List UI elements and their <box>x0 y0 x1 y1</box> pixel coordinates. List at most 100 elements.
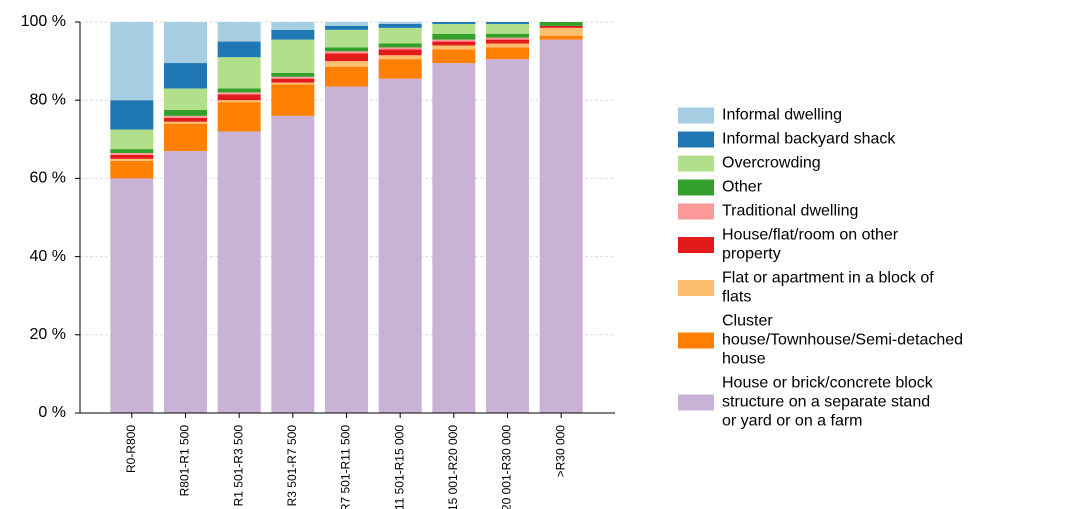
bar-segment <box>110 100 154 130</box>
bar-segment <box>217 100 261 103</box>
bar-segment <box>378 23 422 28</box>
bar-segment <box>378 59 422 79</box>
y-tick-label: 20 % <box>30 326 66 343</box>
bar-segment <box>164 151 207 413</box>
bar-segment <box>432 39 476 42</box>
bar-segment <box>432 41 476 46</box>
y-tick-label: 60 % <box>30 170 66 187</box>
bar-segment <box>164 117 207 122</box>
bar-segment <box>378 27 422 44</box>
bar-segment <box>271 78 315 83</box>
bar-segment <box>217 22 261 42</box>
bar-segment <box>271 84 315 116</box>
x-tick-label: R20 001-R30 000 <box>500 425 514 509</box>
legend-label: House/flat/room on other property <box>722 227 899 263</box>
legend-label: Flat or apartment in a block of flats <box>722 270 934 306</box>
y-tick-label: 100 % <box>21 13 66 30</box>
legend-swatch <box>678 203 714 220</box>
bar-segment <box>378 43 422 48</box>
legend-swatch <box>678 237 714 253</box>
legend-label: House or brick/concrete block structure o… <box>722 375 934 430</box>
x-tick-label: R1 501-R3 500 <box>231 425 245 507</box>
bar-segment <box>432 63 476 414</box>
bar-segment <box>217 88 261 93</box>
bar-segment <box>432 33 476 40</box>
legend-swatch <box>678 280 714 296</box>
legend-label: Overcrowding <box>722 155 821 172</box>
bar-segment <box>539 35 583 40</box>
bar-segment <box>486 22 529 24</box>
bar-segment <box>539 22 583 26</box>
bar-segment <box>271 76 315 79</box>
bar-segment <box>325 25 368 30</box>
x-tick-label: R11 501-R15 000 <box>392 425 406 509</box>
bar-segment <box>378 22 422 24</box>
bar-segment <box>217 94 261 101</box>
bar-segment <box>217 41 261 58</box>
legend-swatch <box>678 155 714 172</box>
bar-segment <box>486 23 529 34</box>
bar-segment <box>164 109 207 116</box>
bar-segment <box>271 29 315 40</box>
bar-segment <box>271 22 315 30</box>
bar-segment <box>164 88 207 110</box>
bar-segment <box>164 63 207 89</box>
x-tick-label: >R30 000 <box>553 425 567 478</box>
legend-label: Informal backyard shack <box>722 131 896 148</box>
bar-segment <box>110 129 154 150</box>
bar-segment <box>110 154 154 159</box>
bar-segment <box>432 23 476 34</box>
y-tick-label: 0 % <box>38 404 66 421</box>
bar-segment <box>110 22 154 101</box>
bar-segment <box>378 47 422 50</box>
legend-swatch <box>678 332 714 349</box>
x-tick-label: R0-R800 <box>124 425 138 473</box>
bar-segment <box>486 43 529 48</box>
bar-segment <box>110 149 154 153</box>
legend-swatch <box>678 179 714 196</box>
legend-swatch <box>678 107 714 124</box>
bar-segment <box>325 22 368 26</box>
bar-segment <box>325 86 368 413</box>
legend-label: Other <box>722 179 763 196</box>
bar-segment <box>271 82 315 85</box>
bar-segment <box>539 27 583 36</box>
legend-label: Traditional dwelling <box>722 203 858 220</box>
x-tick-label: R15 001-R20 000 <box>446 425 460 509</box>
bar-segment <box>217 102 261 132</box>
bar-segment <box>217 92 261 95</box>
y-tick-label: 80 % <box>30 91 66 108</box>
y-tick-label: 40 % <box>30 248 66 265</box>
bar-segment <box>325 66 368 87</box>
bar-segment <box>110 160 154 179</box>
bar-segment <box>217 131 261 414</box>
bar-segment <box>539 25 583 28</box>
bar-segment <box>432 22 476 24</box>
bar-segment <box>217 57 261 89</box>
legend-label: Cluster house/Townhouse/Semi-detached hous… <box>722 313 963 368</box>
bar-segment <box>271 115 315 413</box>
bar-segment <box>432 45 476 50</box>
legend-swatch <box>678 131 714 148</box>
bar-segment <box>325 61 368 67</box>
bar-segment <box>486 39 529 44</box>
bar-segment <box>432 49 476 64</box>
x-tick-label: R801-R1 500 <box>178 425 192 497</box>
x-tick-label: R3 501-R7 500 <box>285 425 299 507</box>
bar-segment <box>271 39 315 73</box>
bar-segment <box>164 115 207 118</box>
bar-segment <box>325 53 368 62</box>
bar-segment <box>110 158 154 161</box>
bar-segment <box>325 47 368 52</box>
bar-segment <box>325 29 368 48</box>
bar-segment <box>164 121 207 124</box>
bar-segment <box>164 22 207 64</box>
bar-segment <box>486 59 529 414</box>
legend-swatch <box>678 394 714 411</box>
bar-segment <box>271 72 315 77</box>
bar-segment <box>378 78 422 413</box>
bar-segment <box>378 49 422 56</box>
bar-segment <box>539 39 583 413</box>
bar-segment <box>325 51 368 54</box>
